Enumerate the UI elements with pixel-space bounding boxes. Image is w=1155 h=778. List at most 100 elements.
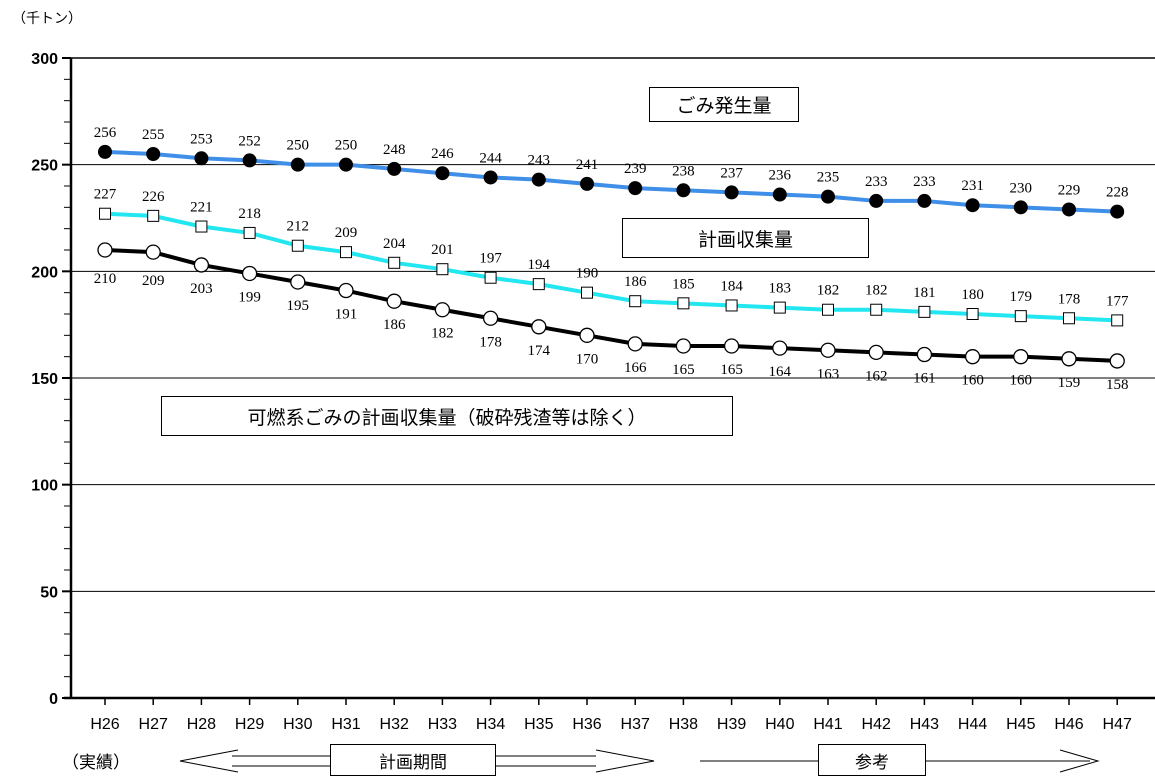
point-collection (532, 278, 545, 291)
data-label-combustible: 195 (287, 298, 310, 314)
period-arrows (179, 749, 1100, 773)
data-label-combustible: 209 (142, 273, 165, 289)
unit-label: （千トン） (12, 11, 82, 27)
point-collection (629, 295, 642, 308)
point-generation (772, 187, 787, 202)
point-generation (98, 144, 112, 159)
data-label-collection: 197 (479, 251, 502, 267)
data-label-collection: 177 (1106, 293, 1129, 309)
point-combustible (290, 274, 306, 290)
data-label-combustible: 182 (431, 326, 454, 342)
point-combustible (772, 340, 788, 356)
data-label-collection: 183 (769, 281, 792, 297)
x-tick-label: H34 (476, 716, 505, 733)
data-label-collection: 184 (720, 278, 743, 294)
point-collection (1063, 312, 1075, 325)
data-label-collection: 209 (335, 225, 358, 241)
data-label-collection: 227 (94, 187, 117, 203)
point-combustible (193, 257, 210, 273)
x-tick-label: H40 (765, 716, 794, 733)
point-combustible (1061, 351, 1077, 367)
y-tick-label: 0 (49, 691, 58, 708)
period-plan-label: 計画期間 (330, 744, 496, 776)
point-collection (243, 226, 256, 239)
point-generation (339, 157, 353, 172)
point-collection (773, 301, 786, 314)
data-label-collection: 182 (817, 283, 840, 299)
data-label-generation: 228 (1106, 185, 1129, 201)
tick-labels-layer: 0 50 100 150 200 250 300 H26 H27 H28 H29 H30 H31 H32 H… (31, 51, 1132, 733)
data-label-combustible: 165 (720, 362, 743, 378)
point-generation (917, 193, 932, 208)
point-collection (677, 297, 690, 310)
point-collection (147, 209, 160, 222)
point-combustible (386, 293, 402, 309)
data-label-generation: 256 (94, 125, 117, 141)
point-generation (146, 147, 161, 161)
data-label-generation: 231 (961, 178, 984, 194)
point-collection (870, 303, 883, 316)
data-label-combustible: 162 (865, 368, 888, 384)
arrow-left-head (179, 749, 239, 773)
point-collection (1014, 310, 1027, 323)
data-label-collection: 178 (1058, 291, 1081, 307)
data-label-collection: 190 (576, 266, 599, 282)
legend-generation: ごみ発生量 (649, 87, 799, 122)
data-label-combustible: 203 (190, 281, 213, 297)
data-label-generation: 244 (479, 150, 502, 166)
data-label-collection: 204 (383, 236, 406, 252)
data-label-collection: 186 (624, 274, 647, 290)
x-tick-label: H32 (380, 716, 409, 733)
data-label-generation: 243 (528, 153, 551, 169)
point-collection (725, 299, 738, 312)
x-tick-label: H37 (621, 716, 650, 733)
data-label-combustible: 199 (238, 289, 261, 305)
point-collection (1111, 314, 1124, 327)
x-tick-label: H44 (958, 716, 987, 733)
data-label-generation: 239 (624, 161, 647, 177)
data-label-collection: 201 (431, 242, 454, 258)
point-combustible (531, 319, 547, 335)
point-collection (918, 305, 931, 318)
data-label-combustible: 161 (913, 371, 936, 387)
point-collection (291, 239, 304, 252)
point-generation (242, 153, 257, 168)
point-collection (195, 220, 208, 233)
point-combustible (434, 302, 451, 318)
period-reference-label: 参考 (818, 744, 926, 776)
point-combustible (579, 327, 595, 343)
point-generation (290, 157, 305, 172)
data-label-combustible: 164 (769, 364, 792, 380)
point-collection (484, 271, 497, 284)
x-tick-label: H38 (669, 716, 698, 733)
data-label-combustible: 170 (576, 351, 599, 367)
data-label-collection: 226 (142, 189, 165, 205)
x-tick-label: H28 (187, 716, 216, 733)
data-label-generation: 248 (383, 142, 406, 158)
x-tick-label: H27 (139, 716, 168, 733)
data-label-collection: 221 (190, 200, 213, 216)
point-combustible (1109, 353, 1125, 369)
data-label-collection: 212 (287, 219, 310, 235)
point-combustible (338, 282, 354, 299)
data-label-generation: 235 (817, 170, 840, 186)
y-tick-label: 250 (31, 158, 58, 175)
x-tick-label: H43 (910, 716, 939, 733)
data-label-generation: 253 (190, 131, 213, 147)
point-generation (483, 170, 498, 185)
x-tick-label: H47 (1103, 716, 1132, 733)
y-tick-label: 150 (31, 371, 58, 388)
point-collection (388, 256, 401, 269)
point-combustible (868, 344, 884, 361)
data-label-generation: 229 (1058, 182, 1081, 198)
point-generation (628, 181, 643, 196)
period-actual-label: （実績） (62, 753, 130, 773)
data-label-combustible: 191 (335, 307, 358, 323)
series-line-2 (104, 248, 1118, 363)
data-label-collection: 180 (961, 287, 984, 303)
x-tick-label: H29 (235, 716, 264, 733)
data-label-generation: 250 (287, 138, 310, 154)
point-collection (822, 303, 834, 316)
point-collection (581, 286, 593, 299)
data-label-collection: 182 (865, 283, 888, 299)
